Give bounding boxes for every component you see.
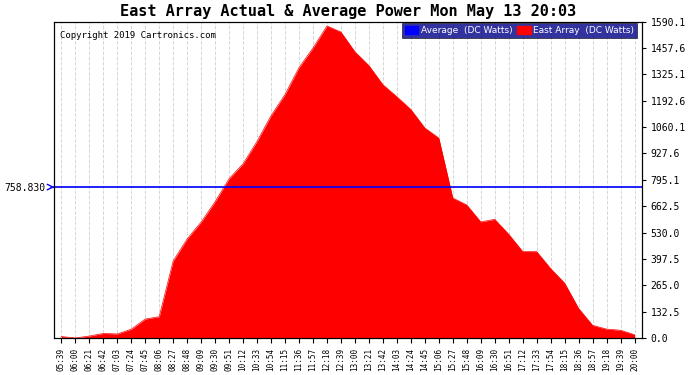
Legend: Average  (DC Watts), East Array  (DC Watts): Average (DC Watts), East Array (DC Watts… [402,23,637,38]
Text: Copyright 2019 Cartronics.com: Copyright 2019 Cartronics.com [60,31,216,40]
Title: East Array Actual & Average Power Mon May 13 20:03: East Array Actual & Average Power Mon Ma… [120,4,576,19]
